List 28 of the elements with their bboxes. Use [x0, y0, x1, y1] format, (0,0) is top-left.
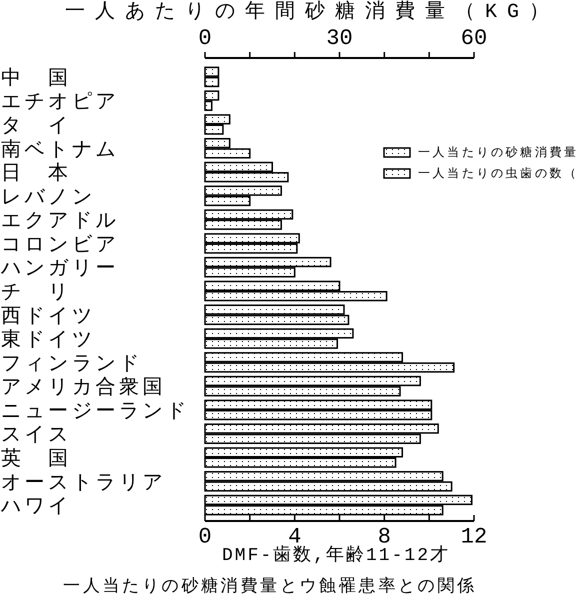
y-tick-label: アメリカ合衆国: [1, 376, 166, 400]
y-tick-label: ハンガリー: [0, 258, 119, 282]
x2-tick-label: 60: [460, 26, 488, 51]
y-tick-label: タ イ: [1, 116, 72, 139]
y-tick-label: 日 本: [1, 162, 72, 186]
y-tick-label: レバノン: [1, 187, 96, 210]
y-tick-label: オーストラリア: [1, 472, 166, 496]
y-tick-label: 南ベトナム: [1, 138, 119, 163]
x2-axis-title: 一人あたりの年間砂糖消費量（KG）: [64, 0, 560, 24]
y-tick-label: コロンビア: [1, 234, 119, 258]
y-tick-label: ハワイ: [0, 496, 72, 520]
y-tick-label: 東ドイツ: [1, 328, 96, 353]
text: 一人当たりの砂糖消費量とウ蝕罹患率との関係: [63, 576, 477, 598]
legend-label: 一人当たりの虫歯の数（: [418, 167, 579, 182]
x-tick-label: 0: [198, 524, 212, 550]
y-tick-label: エチオピア: [1, 92, 119, 115]
y-tick-label: エクアドル: [1, 210, 119, 234]
y-tick-label: 西ドイツ: [1, 306, 96, 330]
y-tick-label: フィンランド: [1, 354, 143, 377]
legend-label: 一人当たりの砂糖消費量: [418, 145, 579, 160]
y-tick-label: チ リ: [1, 282, 72, 306]
x2-tick-label: 30: [326, 26, 353, 51]
x-tick-label: 12: [460, 524, 488, 550]
x2-tick-label: 0: [198, 26, 212, 51]
y-tick-label: 中 国: [1, 67, 72, 92]
y-tick-label: スイス: [1, 425, 72, 448]
y-tick-label: 英 国: [1, 448, 72, 472]
y-tick-label: ニュージーランド: [1, 401, 190, 424]
